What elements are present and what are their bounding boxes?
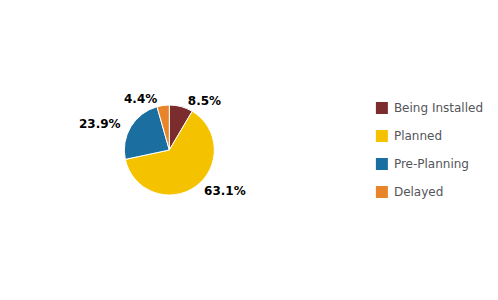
- svg-text:Pre-Planning: Pre-Planning: [394, 157, 469, 171]
- svg-text:8.5%: 8.5%: [188, 94, 221, 108]
- svg-text:Planned: Planned: [394, 129, 442, 143]
- svg-text:Being Installed: Being Installed: [394, 101, 483, 115]
- svg-text:23.9%: 23.9%: [79, 117, 121, 131]
- svg-text:4.4%: 4.4%: [124, 92, 157, 106]
- svg-text:Delayed: Delayed: [394, 185, 443, 199]
- svg-text:63.1%: 63.1%: [204, 184, 246, 198]
